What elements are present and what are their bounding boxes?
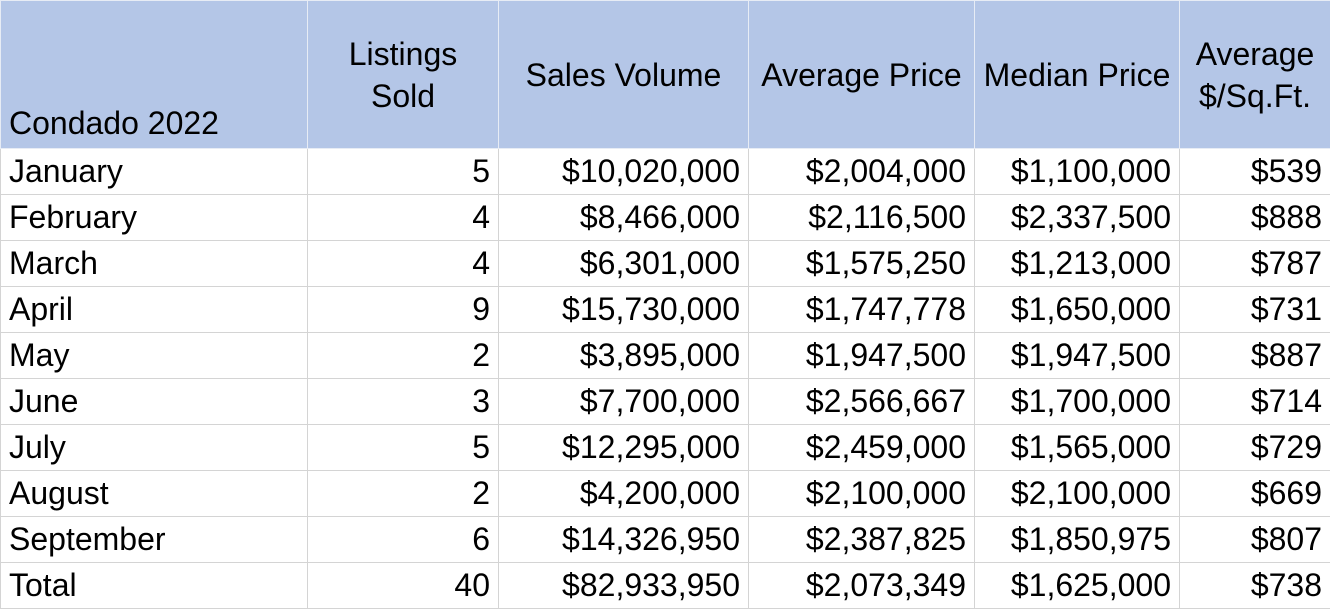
listings-sold-cell[interactable]: 4 xyxy=(308,241,499,287)
average-price-cell[interactable]: $2,073,349 xyxy=(749,563,975,609)
header-cell-listings-sold[interactable]: Listings Sold xyxy=(308,1,499,149)
listings-sold-cell[interactable]: 5 xyxy=(308,425,499,471)
header-cell-sales-volume[interactable]: Sales Volume xyxy=(499,1,749,149)
average-price-per-sqft-cell[interactable]: $714 xyxy=(1180,379,1330,425)
sales-volume-cell[interactable]: $8,466,000 xyxy=(499,195,749,241)
sales-volume-cell[interactable]: $14,326,950 xyxy=(499,517,749,563)
month-cell[interactable]: February xyxy=(1,195,308,241)
average-price-cell[interactable]: $2,116,500 xyxy=(749,195,975,241)
average-price-cell[interactable]: $2,004,000 xyxy=(749,149,975,195)
average-price-per-sqft-cell[interactable]: $887 xyxy=(1180,333,1330,379)
average-price-per-sqft-cell[interactable]: $787 xyxy=(1180,241,1330,287)
listings-sold-cell[interactable]: 3 xyxy=(308,379,499,425)
median-price-cell[interactable]: $1,625,000 xyxy=(975,563,1180,609)
sales-volume-cell[interactable]: $82,933,950 xyxy=(499,563,749,609)
month-cell[interactable]: January xyxy=(1,149,308,195)
month-cell[interactable]: July xyxy=(1,425,308,471)
median-price-cell[interactable]: $1,565,000 xyxy=(975,425,1180,471)
median-price-cell[interactable]: $1,700,000 xyxy=(975,379,1180,425)
average-price-cell[interactable]: $1,747,778 xyxy=(749,287,975,333)
average-price-cell[interactable]: $2,459,000 xyxy=(749,425,975,471)
month-cell[interactable]: Total xyxy=(1,563,308,609)
listings-sold-cell[interactable]: 4 xyxy=(308,195,499,241)
median-price-cell[interactable]: $1,650,000 xyxy=(975,287,1180,333)
listings-sold-cell[interactable]: 9 xyxy=(308,287,499,333)
month-cell[interactable]: May xyxy=(1,333,308,379)
average-price-per-sqft-cell[interactable]: $731 xyxy=(1180,287,1330,333)
sales-volume-cell[interactable]: $12,295,000 xyxy=(499,425,749,471)
median-price-cell[interactable]: $1,213,000 xyxy=(975,241,1180,287)
average-price-per-sqft-cell[interactable]: $738 xyxy=(1180,563,1330,609)
median-price-cell[interactable]: $2,100,000 xyxy=(975,471,1180,517)
average-price-per-sqft-cell[interactable]: $669 xyxy=(1180,471,1330,517)
header-row: Condado 2022 Listings Sold Sales Volume … xyxy=(1,1,1330,149)
average-price-per-sqft-cell[interactable]: $807 xyxy=(1180,517,1330,563)
average-price-per-sqft-cell[interactable]: $729 xyxy=(1180,425,1330,471)
average-price-cell[interactable]: $1,575,250 xyxy=(749,241,975,287)
sales-volume-cell[interactable]: $3,895,000 xyxy=(499,333,749,379)
month-cell[interactable]: April xyxy=(1,287,308,333)
sales-volume-cell[interactable]: $10,020,000 xyxy=(499,149,749,195)
month-cell[interactable]: March xyxy=(1,241,308,287)
month-cell[interactable]: August xyxy=(1,471,308,517)
median-price-cell[interactable]: $1,100,000 xyxy=(975,149,1180,195)
sales-volume-cell[interactable]: $4,200,000 xyxy=(499,471,749,517)
median-price-cell[interactable]: $2,337,500 xyxy=(975,195,1180,241)
average-price-cell[interactable]: $1,947,500 xyxy=(749,333,975,379)
average-price-cell[interactable]: $2,387,825 xyxy=(749,517,975,563)
header-cell-average-price[interactable]: Average Price xyxy=(749,1,975,149)
listings-sold-cell[interactable]: 2 xyxy=(308,333,499,379)
listings-sold-cell[interactable]: 6 xyxy=(308,517,499,563)
month-cell[interactable]: June xyxy=(1,379,308,425)
average-price-cell[interactable]: $2,566,667 xyxy=(749,379,975,425)
header-cell-period[interactable]: Condado 2022 xyxy=(1,1,308,149)
header-cell-average-price-per-sqft[interactable]: Average $/Sq.Ft. xyxy=(1180,1,1330,149)
average-price-per-sqft-cell[interactable]: $888 xyxy=(1180,195,1330,241)
header-cell-median-price[interactable]: Median Price xyxy=(975,1,1180,149)
sales-volume-cell[interactable]: $6,301,000 xyxy=(499,241,749,287)
average-price-per-sqft-cell[interactable]: $539 xyxy=(1180,149,1330,195)
median-price-cell[interactable]: $1,850,975 xyxy=(975,517,1180,563)
listings-sold-cell[interactable]: 2 xyxy=(308,471,499,517)
average-price-cell[interactable]: $2,100,000 xyxy=(749,471,975,517)
listings-sold-cell[interactable]: 40 xyxy=(308,563,499,609)
month-cell[interactable]: September xyxy=(1,517,308,563)
sales-volume-cell[interactable]: $15,730,000 xyxy=(499,287,749,333)
median-price-cell[interactable]: $1,947,500 xyxy=(975,333,1180,379)
listings-sold-cell[interactable]: 5 xyxy=(308,149,499,195)
sales-volume-cell[interactable]: $7,700,000 xyxy=(499,379,749,425)
